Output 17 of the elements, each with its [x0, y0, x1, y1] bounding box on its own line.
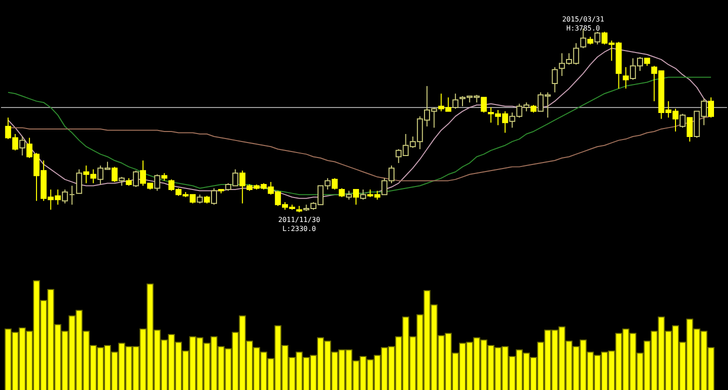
candlestick: [452, 93, 458, 110]
candlestick: [19, 136, 26, 156]
candlestick: [552, 66, 558, 93]
candlestick: [480, 96, 487, 114]
candlestick: [708, 96, 714, 118]
candlestick: [622, 66, 629, 90]
candlestick: [353, 189, 360, 206]
candlestick: [132, 170, 139, 188]
candlestick: [594, 31, 600, 45]
candlestick: [680, 113, 686, 128]
candlestick: [211, 188, 218, 206]
candlestick: [112, 166, 118, 182]
candlestick: [686, 117, 693, 142]
candlestick: [154, 174, 160, 192]
candlestick: [76, 168, 82, 194]
candlestick: [360, 189, 366, 200]
candlestick: [332, 178, 338, 190]
